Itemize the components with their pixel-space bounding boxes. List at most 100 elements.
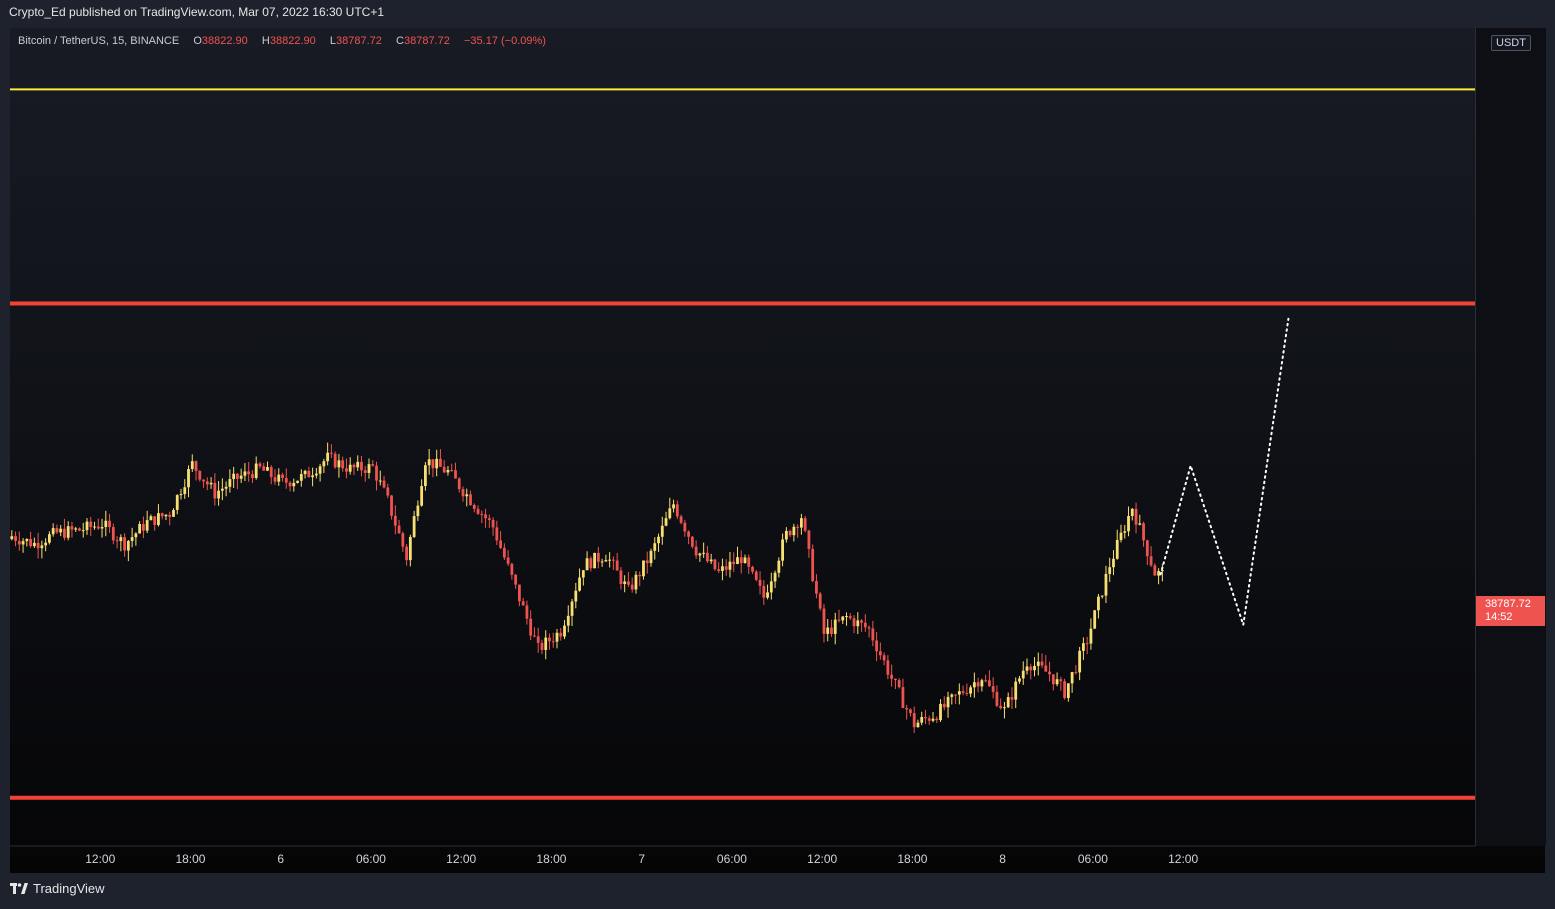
candle-body bbox=[841, 616, 845, 621]
high-label: H bbox=[261, 35, 270, 47]
candle-body bbox=[976, 682, 980, 687]
candle-body bbox=[1025, 666, 1029, 671]
x-tick-label: 18:00 bbox=[536, 852, 566, 866]
candle-body bbox=[153, 516, 157, 526]
candle-body bbox=[604, 560, 608, 562]
candle-body bbox=[194, 461, 198, 471]
candle-body bbox=[566, 615, 570, 626]
candle-body bbox=[495, 527, 499, 541]
candle-body bbox=[480, 513, 484, 515]
candle-body bbox=[262, 466, 266, 471]
candle-body bbox=[954, 694, 957, 696]
candle-body bbox=[183, 487, 187, 495]
candle-body bbox=[269, 467, 273, 478]
candle-body bbox=[239, 475, 243, 479]
candle-body bbox=[593, 552, 596, 569]
candle-body bbox=[514, 574, 518, 585]
candle-body bbox=[518, 584, 521, 602]
candle-body bbox=[461, 489, 465, 497]
candle-body bbox=[198, 470, 202, 480]
candle-body bbox=[766, 592, 769, 598]
candle-body bbox=[721, 566, 724, 571]
currency-unit-badge[interactable]: USDT bbox=[1491, 35, 1531, 51]
candle-body bbox=[1055, 679, 1059, 685]
x-tick-label: 06:00 bbox=[1078, 852, 1108, 866]
candle-body bbox=[187, 469, 190, 488]
candle-body bbox=[747, 557, 751, 567]
candle-body bbox=[563, 625, 566, 637]
candle-body bbox=[318, 466, 322, 474]
candle-body bbox=[965, 692, 969, 694]
symbol-name[interactable]: Bitcoin / TetherUS, 15, BINANCE bbox=[18, 35, 180, 47]
candle-body bbox=[1149, 556, 1153, 566]
candle-body bbox=[85, 521, 89, 531]
candle-body bbox=[375, 465, 378, 481]
footer-branding[interactable]: TradingView bbox=[10, 881, 105, 896]
candle-body bbox=[1153, 565, 1157, 576]
candle-body bbox=[205, 481, 209, 485]
candle-body bbox=[1160, 570, 1164, 572]
candle-body bbox=[25, 539, 29, 542]
candle-body bbox=[1051, 674, 1055, 685]
candle-body bbox=[1066, 683, 1070, 699]
candle-body bbox=[890, 674, 894, 679]
candle-body bbox=[123, 537, 126, 551]
candle-body bbox=[754, 571, 758, 580]
close-value: 38787.72 bbox=[403, 35, 450, 47]
candle-body bbox=[999, 705, 1003, 709]
candle-body bbox=[769, 581, 773, 593]
candle-body bbox=[393, 515, 397, 526]
candle-body bbox=[326, 452, 330, 462]
candle-body bbox=[36, 542, 40, 549]
candle-body bbox=[450, 470, 454, 472]
candle-body bbox=[581, 570, 585, 578]
candle-body bbox=[465, 494, 469, 497]
candle-body bbox=[1093, 610, 1097, 629]
x-tick-label: 18:00 bbox=[175, 852, 205, 866]
x-tick-label: 18:00 bbox=[897, 852, 927, 866]
candle-body bbox=[596, 552, 600, 562]
candle-body bbox=[487, 518, 491, 520]
candle-body bbox=[961, 691, 965, 693]
candle-body bbox=[728, 561, 732, 570]
candle-body bbox=[281, 474, 284, 478]
price-axis[interactable] bbox=[1475, 28, 1546, 846]
x-tick-label: 8 bbox=[999, 852, 1006, 866]
candle-body bbox=[1036, 661, 1040, 666]
candle-body bbox=[1100, 595, 1104, 597]
chart-pane[interactable]: 37400.0037600.0037800.0038000.0038200.00… bbox=[10, 28, 1545, 873]
candle-body bbox=[408, 536, 412, 561]
candle-body bbox=[111, 527, 115, 541]
candle-body bbox=[100, 527, 104, 529]
candle-body bbox=[589, 558, 593, 569]
candle-body bbox=[525, 605, 529, 619]
candle-body bbox=[638, 574, 642, 577]
candle-body bbox=[852, 618, 856, 627]
candle-body bbox=[657, 536, 660, 544]
candle-body bbox=[886, 660, 890, 675]
projection-path bbox=[1159, 317, 1290, 626]
candle-body bbox=[570, 601, 574, 616]
x-tick-label: 12:00 bbox=[446, 852, 476, 866]
low-label: L bbox=[329, 35, 336, 47]
candle-body bbox=[894, 678, 897, 681]
candle-body bbox=[897, 680, 901, 688]
candle-body bbox=[104, 520, 108, 528]
candle-body bbox=[348, 464, 352, 472]
change-value: −35.17 (−0.09%) bbox=[463, 35, 546, 47]
candle-body bbox=[788, 530, 792, 536]
candle-body bbox=[236, 473, 239, 479]
candle-body bbox=[946, 696, 950, 708]
candle-body bbox=[14, 536, 17, 541]
candle-body bbox=[51, 528, 55, 535]
candle-body bbox=[830, 627, 833, 634]
candle-body bbox=[634, 574, 638, 590]
candle-body bbox=[220, 488, 224, 491]
candle-body bbox=[1119, 532, 1123, 540]
candle-body bbox=[74, 528, 78, 530]
candle-body bbox=[867, 627, 871, 629]
candle-body bbox=[612, 559, 615, 561]
candle-body bbox=[63, 528, 66, 538]
chart-canvas[interactable]: 37400.0037600.0037800.0038000.0038200.00… bbox=[10, 28, 1545, 873]
x-tick-label: 12:00 bbox=[1168, 852, 1198, 866]
